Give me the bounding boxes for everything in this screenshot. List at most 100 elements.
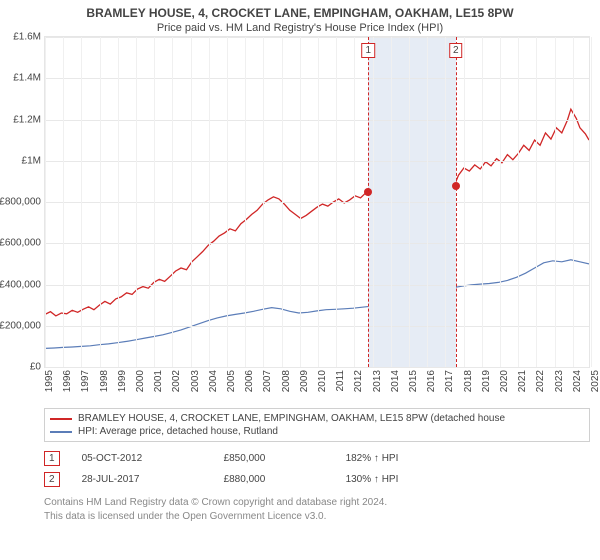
gridline-v [391, 37, 392, 367]
gridline-v [136, 37, 137, 367]
chart-container: BRAMLEY HOUSE, 4, CROCKET LANE, EMPINGHA… [0, 0, 600, 560]
x-axis-label: 2001 [153, 370, 164, 392]
x-axis-label: 2019 [481, 370, 492, 392]
marker-label: 2 [449, 43, 463, 58]
x-axis-label: 2002 [171, 370, 182, 392]
x-axis-label: 2003 [190, 370, 201, 392]
transaction-date: 05-OCT-2012 [82, 453, 202, 464]
x-axis-label: 2015 [408, 370, 419, 392]
gridline-v [445, 37, 446, 367]
transactions-table: 1 05-OCT-2012 £850,000 182% ↑ HPI 2 28-J… [44, 448, 590, 490]
y-axis-label: £1.4M [13, 73, 45, 84]
gridline-h [45, 37, 589, 38]
gridline-v [518, 37, 519, 367]
x-axis-label: 2005 [226, 370, 237, 392]
gridline-v [409, 37, 410, 367]
gridline-v [482, 37, 483, 367]
gridline-v [500, 37, 501, 367]
gridline-v [245, 37, 246, 367]
legend-label: HPI: Average price, detached house, Rutl… [78, 426, 278, 437]
transaction-delta: 130% ↑ HPI [346, 474, 399, 485]
x-axis-label: 2025 [590, 370, 600, 392]
x-axis-label: 2018 [463, 370, 474, 392]
x-axis-label: 1996 [62, 370, 73, 392]
transaction-marker: 1 [44, 451, 60, 466]
gridline-v [536, 37, 537, 367]
gridline-h [45, 161, 589, 162]
gridline-h [45, 243, 589, 244]
y-axis-label: £600,000 [0, 238, 45, 249]
table-row: 1 05-OCT-2012 £850,000 182% ↑ HPI [44, 448, 590, 469]
chart-title: BRAMLEY HOUSE, 4, CROCKET LANE, EMPINGHA… [0, 0, 600, 20]
footer-line: Contains HM Land Registry data © Crown c… [44, 496, 590, 510]
x-axis-label: 1999 [117, 370, 128, 392]
x-axis-label: 2000 [135, 370, 146, 392]
gridline-h [45, 326, 589, 327]
x-axis-label: 2007 [262, 370, 273, 392]
transaction-marker: 2 [44, 472, 60, 487]
y-axis-label: £1.2M [13, 114, 45, 125]
gridline-v [591, 37, 592, 367]
x-axis-label: 2024 [572, 370, 583, 392]
gridline-v [227, 37, 228, 367]
gridline-v [100, 37, 101, 367]
gridline-v [300, 37, 301, 367]
y-axis-label: £400,000 [0, 279, 45, 290]
gridline-v [209, 37, 210, 367]
transaction-date: 28-JUL-2017 [82, 474, 202, 485]
x-axis-labels: 1995 1996 1997 1998 1999 2000 2001 2002 2003 2004… [44, 368, 590, 402]
gridline-v [191, 37, 192, 367]
gridline-v [573, 37, 574, 367]
x-axis-label: 2009 [299, 370, 310, 392]
x-axis-label: 2021 [517, 370, 528, 392]
x-axis-label: 2008 [281, 370, 292, 392]
y-axis-label: £0 [30, 362, 45, 373]
gridline-v [45, 37, 46, 367]
x-axis-label: 2010 [317, 370, 328, 392]
x-axis-label: 2020 [499, 370, 510, 392]
x-axis-label: 2012 [353, 370, 364, 392]
marker-vline [456, 37, 457, 367]
marker-dot [452, 182, 460, 190]
gridline-v [555, 37, 556, 367]
legend: BRAMLEY HOUSE, 4, CROCKET LANE, EMPINGHA… [44, 408, 590, 442]
gridline-v [318, 37, 319, 367]
y-axis-label: £200,000 [0, 320, 45, 331]
x-axis-label: 2017 [444, 370, 455, 392]
gridline-v [427, 37, 428, 367]
x-axis-label: 2011 [335, 370, 346, 392]
gridline-v [63, 37, 64, 367]
legend-swatch [50, 418, 72, 420]
x-axis-label: 2016 [426, 370, 437, 392]
gridline-v [263, 37, 264, 367]
y-axis-label: £1M [22, 155, 45, 166]
footer-line: This data is licensed under the Open Gov… [44, 510, 590, 524]
x-axis-label: 2006 [244, 370, 255, 392]
series-line-hpi [45, 260, 589, 349]
x-axis-label: 2013 [372, 370, 383, 392]
gridline-v [118, 37, 119, 367]
y-axis-label: £1.6M [13, 32, 45, 43]
transaction-price: £850,000 [224, 453, 324, 464]
attribution-footer: Contains HM Land Registry data © Crown c… [44, 496, 590, 523]
x-axis-label: 2004 [208, 370, 219, 392]
legend-item: HPI: Average price, detached house, Rutl… [50, 425, 584, 438]
gridline-h [45, 120, 589, 121]
gridline-v [373, 37, 374, 367]
gridline-v [172, 37, 173, 367]
transaction-delta: 182% ↑ HPI [346, 453, 399, 464]
gridline-v [464, 37, 465, 367]
gridline-v [336, 37, 337, 367]
x-axis-label: 1998 [99, 370, 110, 392]
gridline-v [154, 37, 155, 367]
x-axis-label: 1997 [80, 370, 91, 392]
legend-item: BRAMLEY HOUSE, 4, CROCKET LANE, EMPINGHA… [50, 412, 584, 425]
marker-vline [368, 37, 369, 367]
x-axis-label: 1995 [44, 370, 55, 392]
chart-subtitle: Price paid vs. HM Land Registry's House … [0, 20, 600, 36]
marker-label: 1 [361, 43, 375, 58]
legend-label: BRAMLEY HOUSE, 4, CROCKET LANE, EMPINGHA… [78, 413, 505, 424]
x-axis-label: 2014 [390, 370, 401, 392]
gridline-v [354, 37, 355, 367]
gridline-v [282, 37, 283, 367]
